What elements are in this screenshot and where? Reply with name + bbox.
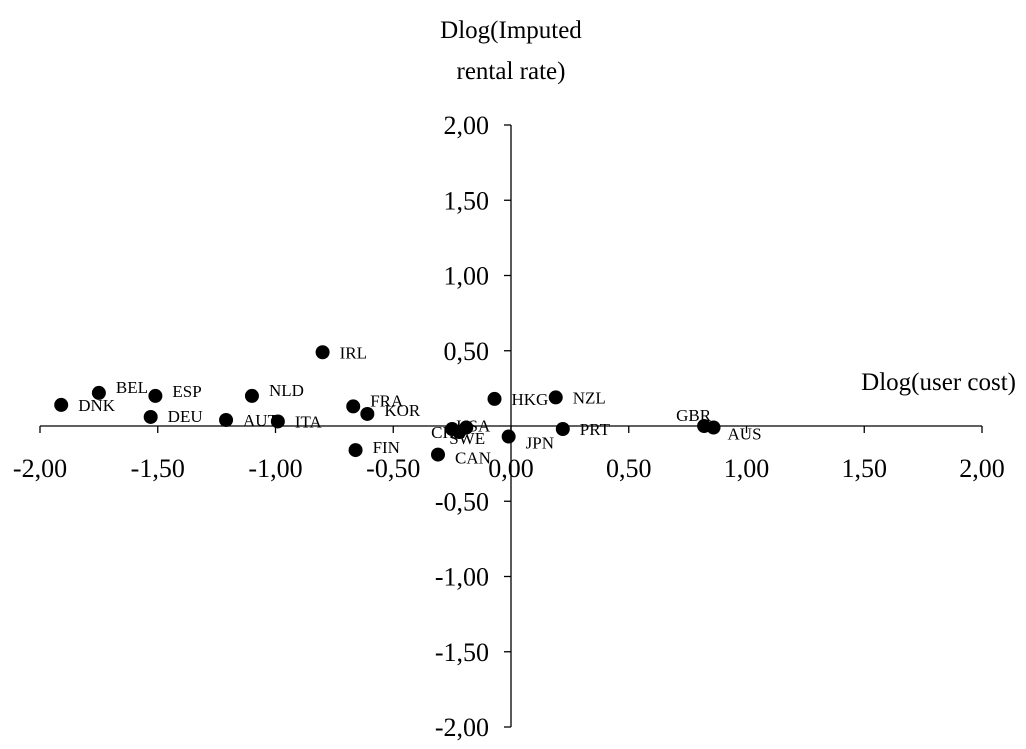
data-point-deu: [143, 409, 158, 424]
data-label-irl: IRL: [340, 343, 367, 362]
data-label-swe: SWE: [449, 429, 485, 448]
data-label-che: CHE: [431, 423, 465, 442]
data-point-esp: [148, 388, 163, 403]
y-axis-title-line-2: rental rate): [457, 58, 566, 85]
data-label-esp: ESP: [172, 382, 201, 401]
data-point-fin: [348, 443, 363, 458]
data-label-gbr: GBR: [676, 406, 712, 425]
data-label-fra: FRA: [370, 391, 404, 410]
data-point-dnk: [54, 397, 69, 412]
axis-tick-labels: -2,00 -1,50 -1,00 -0,50 0,00 0,50 1,00 1,50 2,00…: [13, 111, 1005, 742]
y-tick-label: 1,50: [444, 186, 490, 215]
y-tick-label: 2,00: [444, 111, 490, 140]
data-label-hkg: HKG: [512, 390, 549, 409]
data-point-hkg: [487, 391, 502, 406]
y-tick-label: -2,00: [435, 713, 489, 742]
y-tick-label: -1,00: [435, 563, 489, 592]
data-label-aus: AUS: [728, 425, 762, 444]
data-point-jpn: [501, 429, 516, 444]
x-tick-label: -1,00: [248, 454, 302, 483]
y-tick-label: -1,50: [435, 638, 489, 667]
x-tick-label: -2,00: [13, 454, 67, 483]
data-label-jpn: JPN: [526, 434, 554, 453]
y-tick-label: 0,50: [444, 337, 490, 366]
x-tick-label: -1,50: [131, 454, 185, 483]
data-point-kor: [360, 406, 375, 421]
data-label-prt: PRT: [580, 420, 611, 439]
y-tick-label: -0,50: [435, 487, 489, 516]
x-tick-label: 2,00: [959, 454, 1005, 483]
x-tick-label: 1,00: [724, 454, 770, 483]
data-point-can: [430, 447, 445, 462]
data-point-nld: [244, 388, 259, 403]
data-point-bel: [91, 385, 106, 400]
data-point-ita: [270, 414, 285, 429]
data-point-irl: [315, 345, 330, 360]
data-points: [54, 345, 721, 462]
axis-ticks: [39, 124, 983, 728]
x-tick-label: 0,00: [488, 454, 534, 483]
data-point-aut: [219, 412, 234, 427]
data-label-nzl: NZL: [573, 388, 606, 407]
data-label-can: CAN: [455, 449, 491, 468]
x-tick-label: -0,50: [366, 454, 420, 483]
y-axis-title-line-1: Dlog(Imputed: [440, 17, 582, 44]
data-label-bel: BEL: [116, 378, 148, 397]
data-label-fin: FIN: [373, 438, 400, 457]
data-point-aus: [706, 420, 721, 435]
data-label-usa: USA: [456, 417, 491, 436]
data-label-dnk: DNK: [78, 396, 116, 415]
data-point-usa: [459, 420, 474, 435]
data-label-deu: DEU: [168, 407, 203, 426]
data-label-kor: KOR: [384, 401, 421, 420]
data-label-nld: NLD: [269, 381, 304, 400]
x-tick-label: 0,50: [606, 454, 652, 483]
data-label-ita: ITA: [295, 412, 323, 431]
data-point-prt: [555, 422, 570, 437]
data-label-aut: AUT: [243, 411, 279, 430]
x-tick-label: 1,50: [842, 454, 888, 483]
x-axis-title: Dlog(user cost): [861, 369, 1016, 396]
data-point-nzl: [548, 390, 563, 405]
data-point-fra: [346, 399, 361, 414]
y-tick-label: 1,00: [444, 262, 490, 291]
